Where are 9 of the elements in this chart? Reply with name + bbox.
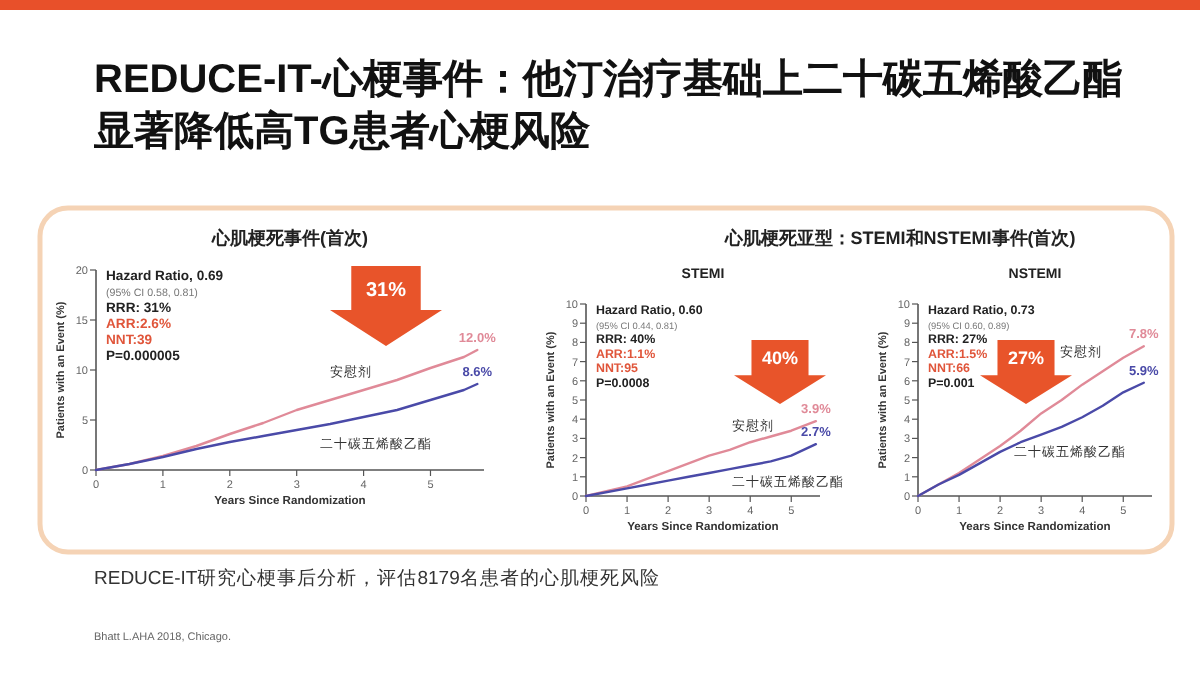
annotation: 31% [365,280,407,303]
line-series [94,382,479,472]
text: REDUCE-IT研究心梗事后分析，评估8179名患者的心肌梗死风险 [94,566,660,590]
annotation: 40% [761,348,799,369]
line-series [916,381,1145,498]
text: 心肌梗死亚型：STEMI和NSTEMI事件(首次) [722,228,1076,248]
chart-title: 心肌梗死事件(首次) [210,228,368,248]
text: REDUCE-IT-心梗事件：他汀治疗基础上二十碳五烯酸乙酯显著降低高TG患者心梗风险 [94,55,1125,158]
annotation: 27% [1007,348,1045,369]
